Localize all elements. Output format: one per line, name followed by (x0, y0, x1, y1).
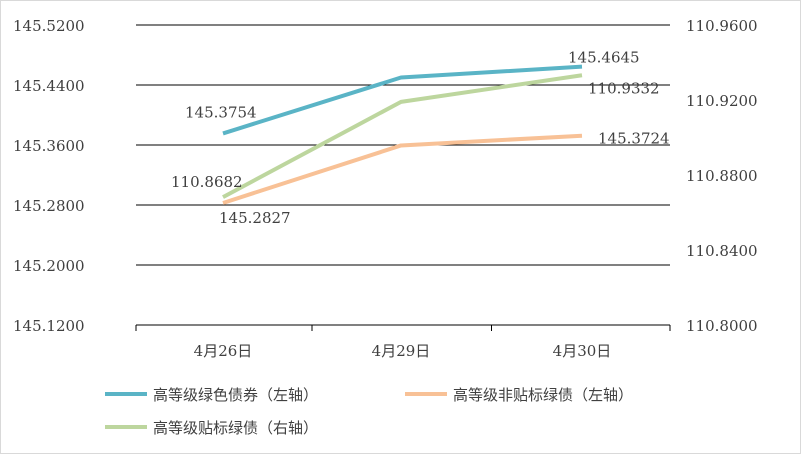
left-axis-ticks: 145.1200 145.2000 145.2800 145.3600 145.4400… (13, 17, 85, 335)
data-label: 145.3754 (185, 103, 257, 121)
right-tick-label: 110.9200 (686, 92, 758, 110)
right-tick-label: 110.9600 (686, 17, 758, 35)
data-label: 110.8682 (171, 173, 243, 191)
data-label: 145.3724 (598, 130, 670, 148)
right-axis-ticks: 110.8000 110.8400 110.8800 110.9200 110.9600 (686, 17, 758, 335)
data-labels: 145.3754 145.4645 145.2827 145.3724 110.8682… (171, 49, 670, 227)
right-tick-label: 110.8400 (686, 242, 758, 260)
right-tick-label: 110.8000 (686, 317, 758, 335)
left-tick-label: 145.2800 (13, 197, 85, 215)
legend-label: 高等级贴标绿债（右轴） (153, 419, 318, 437)
right-tick-label: 110.8800 (686, 167, 758, 185)
legend-label: 高等级绿色债券（左轴） (153, 386, 318, 404)
x-tick-label: 4月29日 (372, 342, 431, 360)
left-tick-label: 145.2000 (13, 257, 85, 275)
left-tick-label: 145.4400 (13, 77, 85, 95)
series-line-1 (222, 64, 583, 136)
gridlines (136, 24, 670, 326)
x-tick-label: 4月26日 (194, 342, 253, 360)
data-label: 145.4645 (568, 49, 640, 67)
x-tick-label: 4月30日 (553, 342, 612, 360)
legend: 高等级绿色债券（左轴） 高等级非贴标绿债（左轴） 高等级贴标绿债（右轴） (105, 386, 633, 437)
data-label: 145.2827 (219, 209, 291, 227)
left-tick-label: 145.1200 (13, 317, 85, 335)
series-line-3 (222, 73, 583, 199)
x-axis-ticks: 4月26日 4月29日 4月30日 (135, 325, 671, 360)
legend-label: 高等级非贴标绿债（左轴） (453, 386, 633, 404)
left-tick-label: 145.3600 (13, 137, 85, 155)
series-line-2 (222, 133, 583, 205)
left-tick-label: 145.5200 (13, 17, 85, 35)
series-lines (222, 64, 583, 205)
data-label: 110.9332 (588, 79, 660, 97)
